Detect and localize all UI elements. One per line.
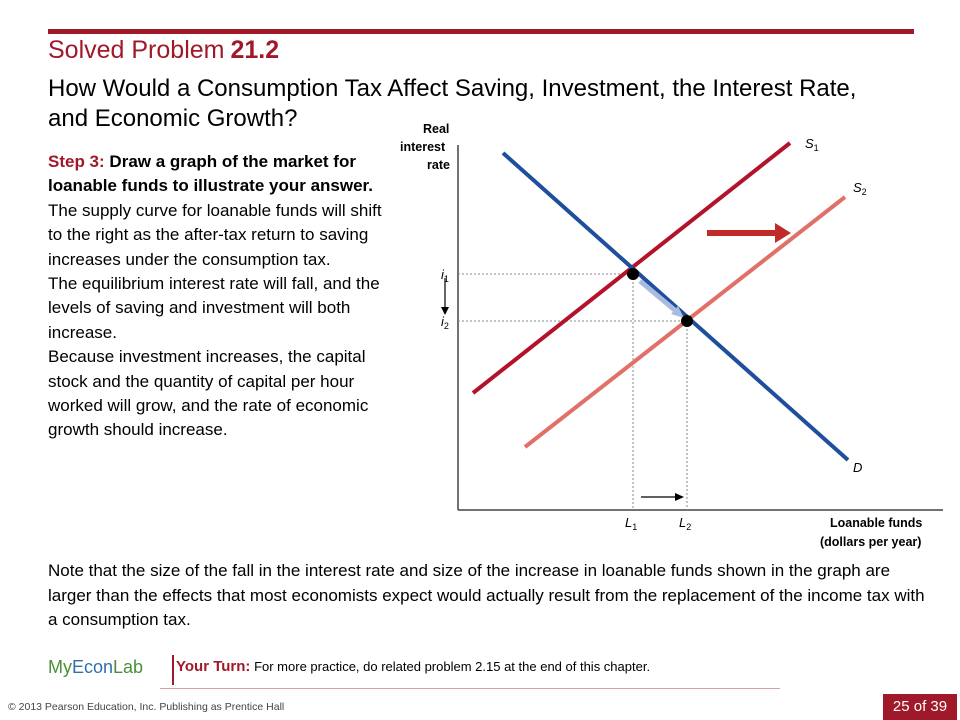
funds-increase-arrowhead (675, 493, 684, 501)
your-turn: Your Turn: For more practice, do related… (176, 658, 650, 675)
your-turn-rule (172, 655, 174, 685)
bottom-rule (160, 688, 780, 689)
i1-label: i1 (441, 267, 449, 284)
title-prefix: Solved Problem (48, 36, 225, 64)
l1-label: L1 (625, 515, 637, 532)
x-axis-label-line1: Loanable funds (830, 516, 922, 530)
demand-curve (501, 151, 850, 462)
equilibrium-shift-arrowhead (671, 306, 684, 318)
equilibrium-point-1 (627, 268, 639, 280)
slide-title: Solved Problem 21.2 (48, 36, 279, 65)
s1-label: S1 (805, 136, 819, 153)
y-axis-label-line1: Real (423, 122, 449, 136)
equilibrium-shift-arrow (638, 279, 679, 314)
myeconlab-logo: MyEconLab (48, 657, 144, 677)
i2-label: i2 (441, 314, 449, 331)
note-text: Note that the size of the fall in the in… (48, 561, 925, 629)
loanable-funds-graph: Real interest rate S1 S2 D i1 i2 L1 L2 L… (400, 122, 943, 549)
slide-subtitle: How Would a Consumption Tax Affect Savin… (48, 75, 857, 132)
interest-fall-arrowhead (441, 307, 449, 315)
y-axis-label-line3: rate (427, 158, 450, 172)
step-text: Step 3: Draw a graph of the market for l… (48, 150, 393, 443)
your-turn-label: Your Turn: (176, 658, 251, 675)
step-label: Step 3: (48, 152, 105, 171)
equilibrium-point-2 (681, 315, 693, 327)
title-number: 21.2 (230, 36, 280, 64)
l2-label: L2 (679, 515, 691, 532)
title-rule (48, 29, 914, 34)
step-paragraph-1: The supply curve for loanable funds will… (48, 200, 382, 269)
s2-label: S2 (853, 180, 867, 197)
step-paragraph-2: The equilibrium interest rate will fall,… (48, 274, 380, 342)
page-number: 25 of 39 (883, 694, 957, 720)
step-heading-text: Draw a graph of the market for loanable … (48, 152, 373, 196)
supply-shift-arrow (707, 223, 791, 243)
demand-label: D (853, 460, 862, 475)
step-paragraph-3: Because investment increases, the capita… (48, 347, 369, 440)
copyright: © 2013 Pearson Education, Inc. Publishin… (8, 701, 285, 713)
y-axis-label-line2: interest (400, 140, 446, 154)
your-turn-text: For more practice, do related problem 2.… (254, 659, 651, 674)
x-axis-label-line2: (dollars per year) (820, 535, 921, 549)
step-heading: Step 3: Draw a graph of the market for l… (48, 150, 393, 199)
